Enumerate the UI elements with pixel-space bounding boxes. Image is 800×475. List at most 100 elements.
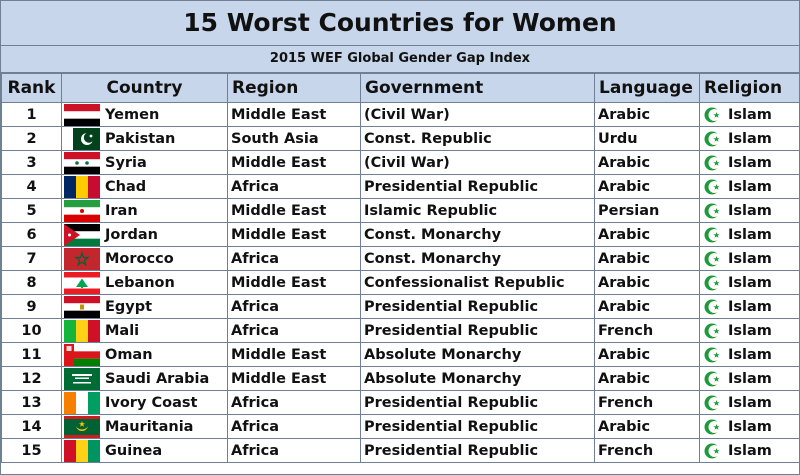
- lebanon-flag-icon: [64, 271, 100, 294]
- column-header-region: Region: [227, 73, 361, 103]
- language-cell: Arabic: [594, 102, 700, 127]
- yemen-flag-icon: [64, 103, 100, 126]
- religion-cell: Islam: [699, 342, 800, 367]
- region-cell: Middle East: [227, 270, 361, 295]
- language-cell: Arabic: [594, 342, 700, 367]
- crescent-star-icon: [704, 419, 721, 434]
- religion-label: Islam: [728, 250, 772, 267]
- mali-flag-icon: [64, 319, 100, 342]
- crescent-star-icon: [704, 323, 721, 338]
- government-cell: (Civil War): [360, 150, 595, 175]
- religion-cell: Islam: [699, 150, 800, 175]
- table-row: 14 Mauritania Africa Presidential Republic A…: [1, 414, 800, 439]
- region-cell: Africa: [227, 438, 361, 463]
- crescent-star-icon: [704, 227, 721, 242]
- crescent-star-icon: [704, 131, 721, 146]
- country-cell: Syria: [61, 150, 228, 175]
- region-cell: Africa: [227, 390, 361, 415]
- government-cell: Presidential Republic: [360, 294, 595, 319]
- religion-cell: Islam: [699, 102, 800, 127]
- mauritania-flag-icon: [64, 415, 100, 438]
- rank-cell: 14: [1, 414, 62, 439]
- religion-cell: Islam: [699, 390, 800, 415]
- column-header-country: Country: [61, 73, 228, 103]
- language-cell: Arabic: [594, 174, 700, 199]
- country-cell: Mali: [61, 318, 228, 343]
- crescent-star-icon: [704, 179, 721, 194]
- country-name: Iran: [105, 202, 138, 219]
- religion-label: Islam: [728, 442, 772, 459]
- table-body: 1 Yemen Middle East (Civil War) Arabic Islam 2…: [1, 102, 800, 463]
- crescent-star-icon: [704, 275, 721, 290]
- government-cell: Presidential Republic: [360, 414, 595, 439]
- language-cell: Persian: [594, 198, 700, 223]
- government-cell: Confessionalist Republic: [360, 270, 595, 295]
- region-cell: Africa: [227, 294, 361, 319]
- religion-cell: Islam: [699, 198, 800, 223]
- table-row: 5 Iran Middle East Islamic Republic Persian I…: [1, 198, 800, 223]
- rank-cell: 4: [1, 174, 62, 199]
- country-name: Mali: [105, 322, 140, 339]
- country-cell: Saudi Arabia: [61, 366, 228, 391]
- rank-cell: 11: [1, 342, 62, 367]
- religion-label: Islam: [728, 346, 772, 363]
- rank-cell: 1: [1, 102, 62, 127]
- country-name: Pakistan: [105, 130, 176, 147]
- government-cell: Const. Monarchy: [360, 246, 595, 271]
- crescent-star-icon: [704, 347, 721, 362]
- language-cell: Arabic: [594, 366, 700, 391]
- table-row: 13 Ivory Coast Africa Presidential Republic…: [1, 390, 800, 415]
- country-name: Guinea: [105, 442, 163, 459]
- country-name: Chad: [105, 178, 147, 195]
- countries-table: Rank Country Region Government Language …: [1, 73, 800, 463]
- header-row: Rank Country Region Government Language …: [1, 73, 800, 103]
- table-row: 10 Mali Africa Presidential Republic French I…: [1, 318, 800, 343]
- country-cell: Jordan: [61, 222, 228, 247]
- region-cell: Middle East: [227, 366, 361, 391]
- religion-label: Islam: [728, 154, 772, 171]
- chad-flag-icon: [64, 175, 100, 198]
- column-header-rank: Rank: [1, 73, 62, 103]
- region-cell: Africa: [227, 174, 361, 199]
- language-cell: French: [594, 438, 700, 463]
- column-header-religion: Religion: [699, 73, 800, 103]
- crescent-star-icon: [704, 395, 721, 410]
- government-cell: Presidential Republic: [360, 318, 595, 343]
- religion-cell: Islam: [699, 294, 800, 319]
- crescent-star-icon: [704, 443, 721, 458]
- crescent-star-icon: [704, 155, 721, 170]
- jordan-flag-icon: [64, 223, 100, 246]
- pakistan-flag-icon: [64, 127, 100, 150]
- religion-label: Islam: [728, 298, 772, 315]
- religion-cell: Islam: [699, 318, 800, 343]
- table-row: 9 Egypt Africa Presidential Republic Arabic I…: [1, 294, 800, 319]
- country-name: Morocco: [105, 250, 174, 267]
- table-row: 12 Saudi Arabia Middle East Absolute Monarc…: [1, 366, 800, 391]
- religion-cell: Islam: [699, 246, 800, 271]
- page-subtitle: 2015 WEF Global Gender Gap Index: [1, 46, 799, 73]
- country-cell: Egypt: [61, 294, 228, 319]
- religion-cell: Islam: [699, 414, 800, 439]
- region-cell: Africa: [227, 246, 361, 271]
- country-name: Jordan: [105, 226, 158, 243]
- crescent-star-icon: [704, 203, 721, 218]
- government-cell: Presidential Republic: [360, 390, 595, 415]
- religion-label: Islam: [728, 370, 772, 387]
- rank-cell: 3: [1, 150, 62, 175]
- country-cell: Chad: [61, 174, 228, 199]
- religion-label: Islam: [728, 274, 772, 291]
- table-row: 6 Jordan Middle East Const. Monarchy Arabic I…: [1, 222, 800, 247]
- region-cell: Middle East: [227, 222, 361, 247]
- religion-label: Islam: [728, 322, 772, 339]
- religion-label: Islam: [728, 394, 772, 411]
- religion-cell: Islam: [699, 366, 800, 391]
- table-row: 7 Morocco Africa Const. Monarchy Arabic Islam: [1, 246, 800, 271]
- crescent-star-icon: [704, 371, 721, 386]
- language-cell: Arabic: [594, 270, 700, 295]
- country-cell: Guinea: [61, 438, 228, 463]
- religion-label: Islam: [728, 130, 772, 147]
- crescent-star-icon: [704, 251, 721, 266]
- region-cell: Middle East: [227, 342, 361, 367]
- country-cell: Iran: [61, 198, 228, 223]
